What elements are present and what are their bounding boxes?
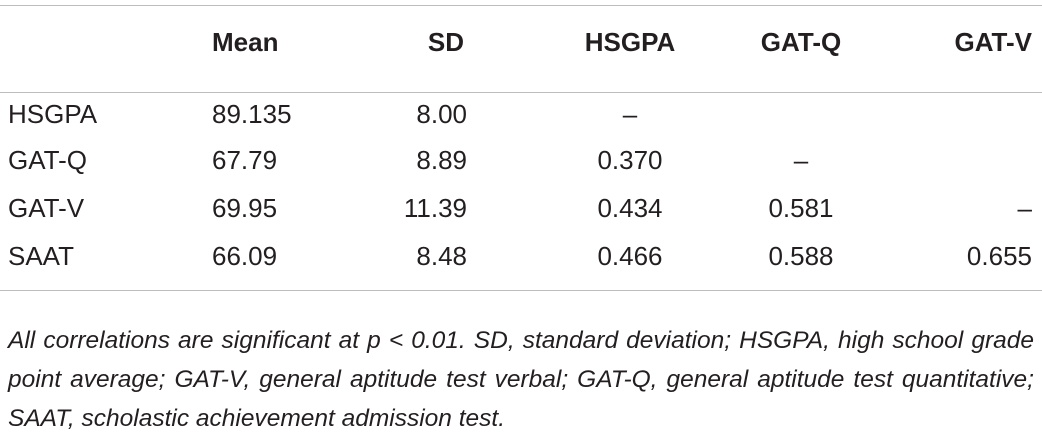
cell-gat-v: –	[1017, 193, 1032, 223]
cell-gat-q: 0.581	[768, 193, 834, 223]
row-label: SAAT	[8, 241, 74, 271]
cell-hsgpa: 0.466	[597, 241, 663, 271]
table-header-row: Mean SD HSGPA GAT-Q GAT-V	[0, 18, 1042, 68]
cell-hsgpa: 0.434	[597, 193, 663, 223]
header-sd: SD	[427, 27, 464, 57]
table-top-rule	[0, 5, 1042, 6]
header-gat-q: GAT-Q	[760, 27, 842, 57]
cell-mean: 66.09	[212, 241, 278, 271]
cell-gat-q: –	[793, 145, 809, 175]
table-row: GAT-Q 67.79 8.89 0.370 –	[0, 136, 1042, 184]
header-hsgpa: HSGPA	[584, 27, 676, 57]
cell-hsgpa: –	[622, 99, 638, 129]
row-label: GAT-V	[8, 193, 85, 223]
cell-sd: 8.00	[416, 99, 467, 129]
table-footnote: All correlations are significant at p < …	[8, 326, 1034, 432]
table-row: GAT-V 69.95 11.39 0.434 0.581 –	[0, 184, 1042, 232]
cell-sd: 11.39	[403, 193, 467, 223]
cell-sd: 8.89	[416, 145, 467, 175]
cell-hsgpa: 0.370	[597, 145, 663, 175]
cell-mean: 89.135	[212, 99, 292, 129]
cell-sd: 8.48	[416, 241, 467, 271]
table-row: SAAT 66.09 8.48 0.466 0.588 0.655	[0, 232, 1042, 280]
cell-mean: 69.95	[212, 193, 278, 223]
table-row: HSGPA 89.135 8.00 –	[0, 90, 1042, 138]
row-label: HSGPA	[8, 99, 98, 129]
row-label: GAT-Q	[8, 145, 87, 175]
cell-mean: 67.79	[212, 145, 278, 175]
cell-gat-v: 0.655	[966, 241, 1032, 271]
header-mean: Mean	[212, 27, 279, 57]
table-header-rule	[0, 92, 1042, 93]
table-bottom-rule	[0, 290, 1042, 291]
header-gat-v: GAT-V	[954, 27, 1032, 57]
cell-gat-q: 0.588	[768, 241, 834, 271]
